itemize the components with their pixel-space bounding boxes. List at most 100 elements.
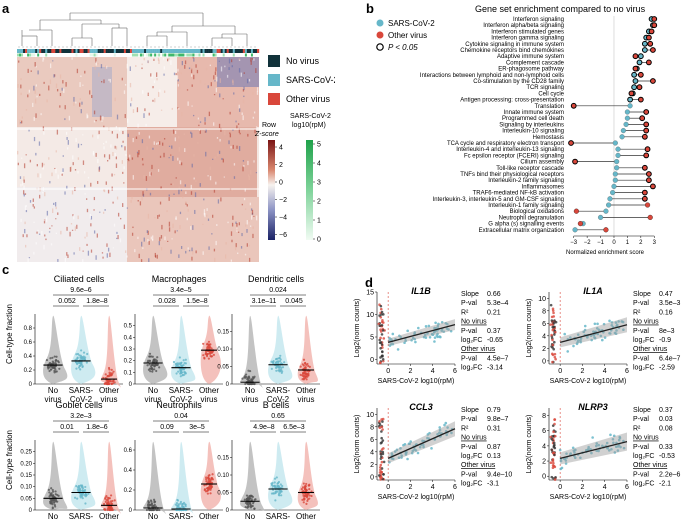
heatmap-cell — [175, 177, 177, 179]
heatmap-cell — [151, 164, 153, 170]
heatmap-cell — [76, 224, 78, 229]
heatmap-cell — [76, 68, 79, 74]
cell-point — [83, 358, 86, 361]
heatmap-cell — [103, 146, 105, 150]
cell-point — [83, 488, 87, 492]
heatmap-cell — [44, 234, 46, 237]
heatmap-cell — [155, 72, 158, 77]
sample-annotation-cell — [234, 49, 238, 53]
heatmap-cell — [28, 257, 31, 259]
stats-label: P-val — [633, 300, 649, 307]
heatmap-cell — [147, 213, 150, 219]
y-axis-label: Cell-type fraction — [5, 430, 14, 490]
heatmap-cell — [223, 176, 226, 178]
cell-point — [106, 381, 109, 384]
cell-point — [274, 486, 277, 489]
cell-point — [54, 499, 58, 502]
heatmap-cell — [19, 122, 22, 124]
sample-point — [549, 461, 553, 465]
sample-annotation-cell — [49, 49, 52, 53]
cell-point — [56, 493, 59, 497]
sample-annotation-cell — [127, 49, 131, 53]
sars-load-cell — [224, 53, 227, 57]
pathway-label: Cell cycle — [538, 91, 564, 97]
other-virus-point — [643, 109, 650, 115]
sars-point — [615, 152, 621, 158]
stats-label: P-val — [633, 355, 649, 362]
y-tick-label: 0.15 — [217, 456, 229, 462]
heatmap-cell — [193, 74, 195, 80]
heatmap-cell — [192, 114, 195, 117]
cell-point — [273, 485, 276, 488]
heatmap-cell — [103, 79, 105, 84]
heatmap-cell — [81, 101, 83, 105]
heatmap-cell — [180, 188, 183, 192]
y-tick-label: 0.10 — [217, 473, 229, 479]
sample-point — [551, 424, 555, 427]
heatmap-cell — [244, 253, 247, 256]
sars-sample-point — [388, 460, 391, 464]
heatmap-cell — [23, 185, 25, 189]
sample-annotation-cell — [196, 49, 199, 53]
heatmap-cell — [237, 252, 239, 255]
heatmap-cell — [137, 199, 139, 202]
heatmap-cell — [178, 189, 180, 195]
heatmap-cell — [220, 127, 222, 132]
group-label: CoV-2 — [70, 395, 93, 404]
cell-point — [279, 354, 282, 357]
y-tick-label: 0.2 — [24, 368, 33, 374]
sars-load-cell — [158, 53, 161, 57]
heatmap-cell — [202, 251, 204, 255]
sample-annotation-cell — [178, 49, 181, 53]
heatmap-cell — [56, 129, 59, 135]
cell-point — [80, 492, 84, 495]
sars-point — [636, 59, 643, 66]
stats-label: Slope — [461, 291, 479, 298]
other-virus-point — [651, 16, 658, 22]
cell-point — [78, 361, 81, 365]
sample-point — [379, 347, 382, 350]
heatmap-cell — [116, 114, 119, 120]
heatmap-cell — [135, 136, 138, 139]
heatmap-cell — [66, 252, 68, 256]
heatmap-cell — [160, 109, 163, 111]
sample-point — [551, 464, 555, 467]
heatmap-cell — [115, 146, 118, 150]
cell-point — [180, 361, 183, 364]
cell-point — [209, 492, 212, 495]
cell-point — [281, 484, 284, 488]
sars-sample-point — [400, 456, 403, 459]
heatmap-cell — [121, 145, 123, 148]
heatmap-cell — [252, 91, 254, 95]
heatmap-cell — [253, 58, 255, 61]
heatmap-cell — [111, 173, 113, 177]
sars-sample-point — [564, 462, 568, 465]
heatmap-cell — [126, 207, 128, 209]
stats-group-heading: Other virus — [461, 346, 496, 353]
cell-point — [109, 500, 112, 503]
heatmap-cell — [42, 126, 45, 131]
cell-point — [270, 360, 273, 363]
pathway-label: Interactions between lymphoid and non-ly… — [420, 73, 564, 79]
sample-point — [379, 341, 383, 344]
cell-point — [273, 477, 277, 480]
sars-load-cell — [107, 53, 110, 57]
pathway-label: Chemokine receptors bind chemokines — [460, 48, 564, 54]
heatmap-cell — [143, 57, 145, 61]
sars-sample-point — [571, 446, 575, 450]
heatmap-cell — [138, 131, 140, 135]
heatmap-cell — [82, 84, 84, 86]
heatmap-cell — [60, 172, 62, 177]
heatmap-cell — [221, 157, 223, 160]
heatmap-cell — [156, 142, 158, 145]
gene-title: NLRP3 — [578, 402, 608, 412]
y-tick-label: 2 — [542, 459, 546, 466]
cell-point — [207, 340, 211, 343]
heatmap-cell — [37, 173, 39, 178]
heatmap-cell — [23, 163, 26, 169]
sars-load-cell — [73, 53, 76, 57]
y-tick-label: 0 — [129, 508, 133, 514]
cell-point — [202, 354, 205, 357]
pathway-label: Adaptive immune system — [497, 54, 564, 60]
heatmap-cell — [20, 183, 22, 187]
